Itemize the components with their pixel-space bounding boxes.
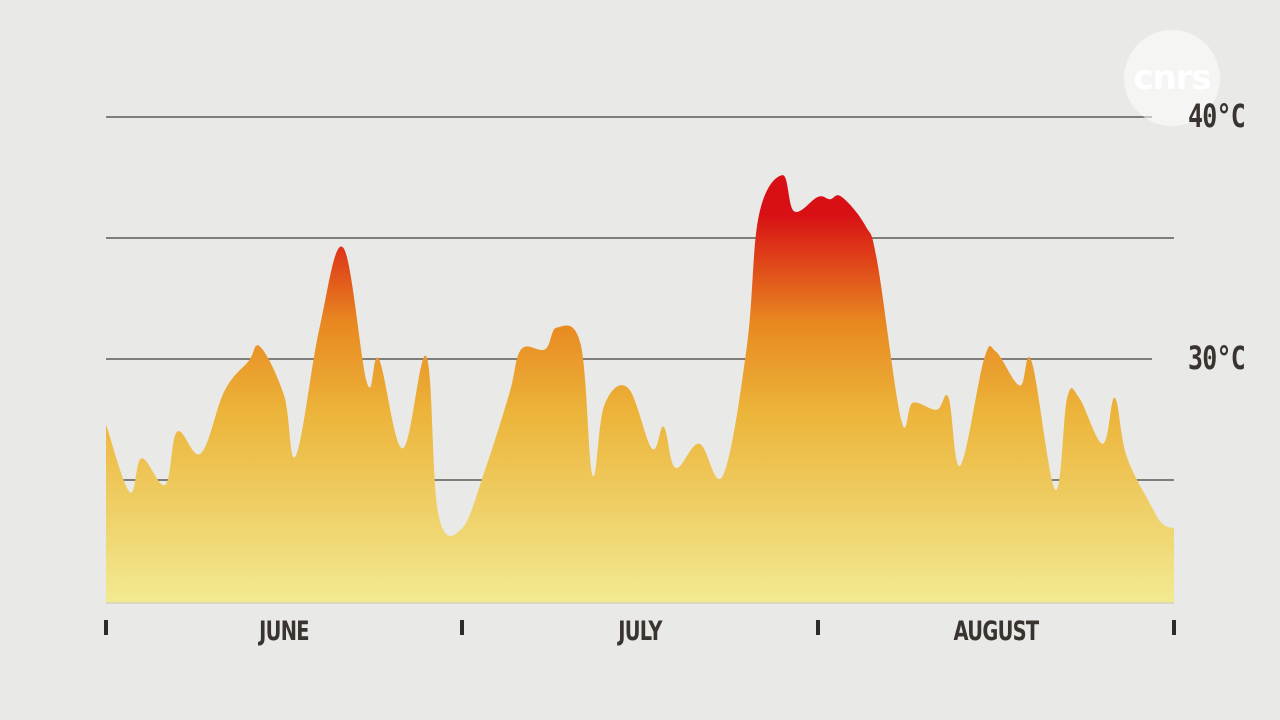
x-label-july: JULY [618,616,662,647]
x-tick-2 [816,620,820,635]
temperature-area [106,175,1174,603]
x-tick-1 [460,620,464,635]
x-label-august: AUGUST [953,616,1040,647]
x-ticks [104,620,1176,635]
x-tick-0 [104,620,108,635]
y-label-0: 40°C [1188,97,1246,135]
y-label-2: 30°C [1188,339,1246,377]
cnrs-logo: cnrs [1124,30,1220,126]
x-tick-3 [1172,620,1176,635]
x-label-june: JUNE [259,616,309,647]
